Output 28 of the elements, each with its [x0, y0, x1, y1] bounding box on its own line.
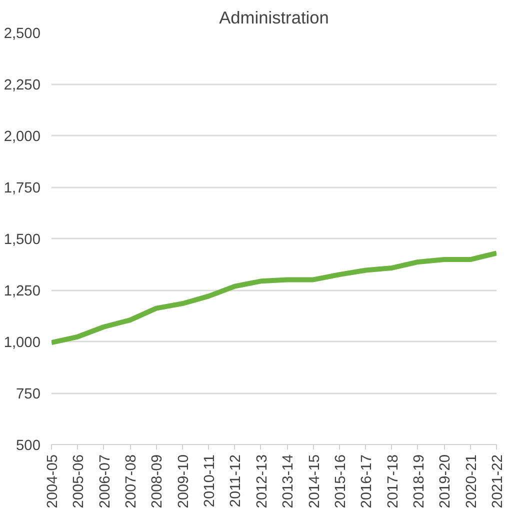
y-tick-label: 2,000	[4, 129, 41, 145]
x-tick-label: 2013-14	[280, 454, 297, 508]
x-tick-label: 2010-11	[202, 454, 218, 508]
x-tick-label: 2020-21	[464, 454, 480, 508]
x-tick-label: 2004-05	[45, 454, 61, 508]
y-tick-label: 1,500	[4, 232, 41, 248]
x-tick-label: 2016-17	[359, 454, 376, 508]
x-tick-label: 2017-18	[385, 454, 402, 508]
x-tick-label: 2014-15	[306, 454, 323, 508]
chart-title: Administration	[219, 8, 329, 28]
y-tick-label: 750	[16, 386, 41, 402]
y-tick-label: 1,750	[4, 180, 41, 196]
x-tick-label: 2009-10	[176, 454, 192, 508]
x-tick-label: 2006-07	[97, 454, 114, 508]
y-tick-label: 2,500	[4, 26, 41, 42]
y-tick-label: 2,250	[4, 78, 41, 94]
x-tick-label: 2019-20	[438, 454, 454, 508]
y-tick-label: 500	[16, 438, 41, 454]
y-tick-label: 1,250	[4, 284, 41, 300]
x-tick-label: 2012-13	[254, 454, 270, 508]
x-tick-label: 2005-06	[71, 454, 88, 508]
x-tick-label: 2011-12	[228, 454, 244, 508]
x-tick-label: 2015-16	[332, 454, 349, 508]
x-tick-label: 2018-19	[411, 454, 428, 508]
x-tick-label: 2021-22	[490, 454, 506, 508]
x-tick-label: 2007-08	[124, 454, 140, 508]
x-tick-label: 2008-09	[150, 454, 166, 508]
y-tick-label: 1,000	[4, 335, 41, 351]
